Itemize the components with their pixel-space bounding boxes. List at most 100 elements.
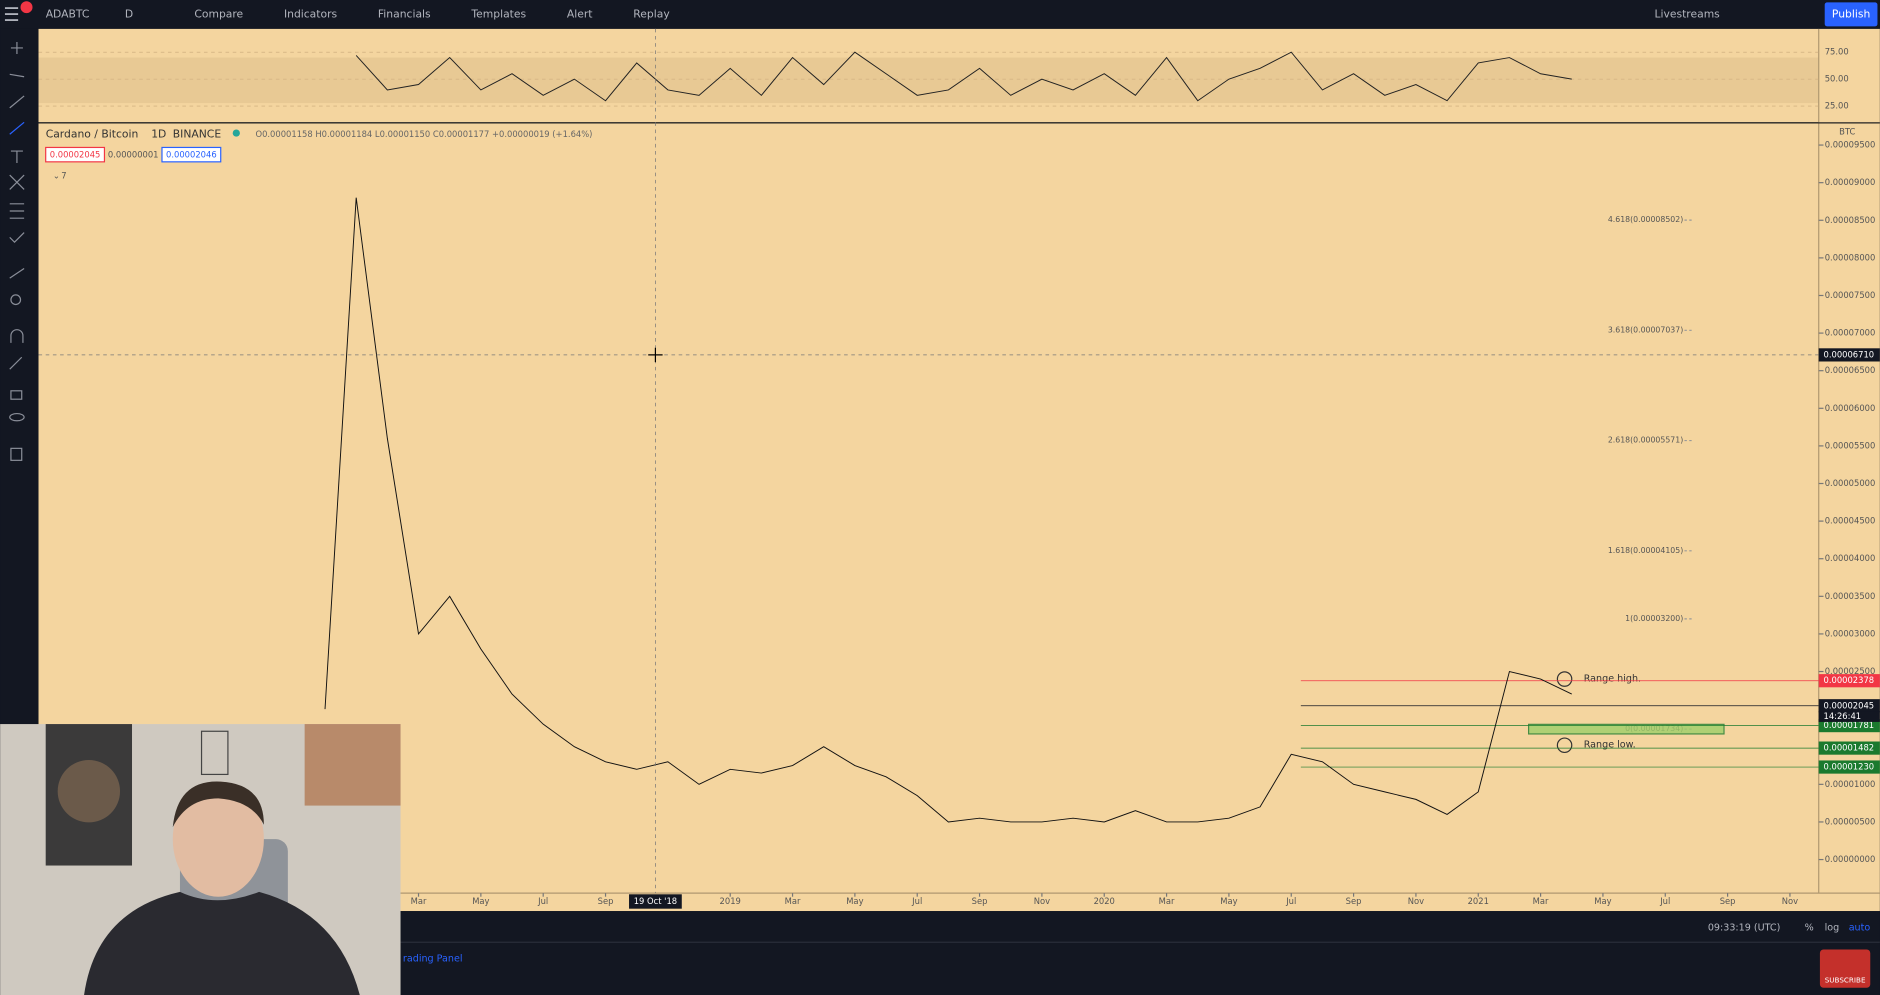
toolbar-item[interactable]: Alert	[567, 7, 593, 20]
toolbar-item[interactable]: Financials	[378, 7, 431, 20]
subscribe-label[interactable]: SUBSCRIBE	[1825, 976, 1866, 985]
fib-label: 4.618(0.00008502)	[1608, 215, 1683, 224]
tool-magnet[interactable]	[10, 329, 24, 343]
symbol[interactable]: ADABTC	[46, 7, 90, 20]
price-label: 0.00002378	[1824, 675, 1875, 685]
x-tick-label: May	[846, 896, 863, 906]
sell-box[interactable]	[45, 146, 106, 163]
x-tick-label: 2019	[720, 896, 741, 906]
annotation-marker	[1556, 671, 1573, 687]
tool-check[interactable]	[9, 232, 25, 244]
time-axis	[38, 893, 1880, 912]
crosshair-y-label-bg	[1818, 348, 1880, 362]
crosshair-y-label: 0.00006710	[1824, 349, 1875, 359]
countdown-bg	[1818, 711, 1880, 722]
x-tick-label: Sep	[1720, 896, 1736, 906]
y-tick-label: 0.00004500	[1825, 516, 1876, 526]
x-tick-label: May	[1220, 896, 1237, 906]
tool-pattern[interactable]	[9, 174, 25, 190]
toolbar-item[interactable]: Indicators	[284, 7, 338, 20]
x-tick-label: Jul	[537, 896, 548, 906]
sell-price[interactable]: 0.00002045	[50, 150, 101, 160]
x-tick-label: Nov	[1408, 896, 1424, 906]
price-label-bg	[1818, 760, 1880, 774]
x-tick-label: Sep	[598, 896, 614, 906]
log-toggle[interactable]: log	[1825, 922, 1840, 933]
tool-zoom[interactable]	[10, 294, 22, 306]
annotation: Range low.	[1584, 740, 1636, 751]
rsi-tick-label: 75.00	[1825, 47, 1849, 57]
x-tick-label: May	[1594, 896, 1611, 906]
tool-ruler[interactable]	[9, 268, 25, 279]
indicators-count[interactable]: 7	[61, 171, 66, 181]
poster	[304, 724, 401, 806]
rsi-band	[38, 57, 1819, 104]
tool-eye[interactable]	[9, 412, 25, 422]
y-tick-label: 0.00005000	[1825, 478, 1876, 488]
range-box	[1528, 723, 1725, 735]
y-tick-label: 0.00007500	[1825, 290, 1876, 300]
price-label-bg	[1818, 741, 1880, 755]
x-tick-label: 2021	[1468, 896, 1489, 906]
interval[interactable]: D	[125, 7, 133, 20]
currency: BTC	[1839, 126, 1855, 136]
x-tick-label: Mar	[785, 896, 801, 906]
publish-button[interactable]	[1824, 2, 1878, 27]
toolbar-item[interactable]: Compare	[194, 7, 243, 20]
tool-cross[interactable]	[10, 41, 23, 54]
publish-label[interactable]: Publish	[1832, 7, 1870, 20]
x-tick-label: 2020	[1094, 896, 1115, 906]
top-toolbar: ADABTC D Publish Livestreams	[0, 0, 1880, 29]
menu-icon[interactable]	[4, 7, 19, 9]
toolbar-item[interactable]: Replay	[633, 7, 670, 20]
price-line-series	[324, 197, 1572, 823]
webcam	[0, 724, 401, 995]
y-tick-label: 0.00000000	[1825, 854, 1876, 864]
tool-fib[interactable]	[9, 203, 25, 219]
countdown: 14:26:41	[1824, 711, 1862, 721]
notification-badge	[20, 1, 33, 14]
toolbar-bg	[0, 0, 1880, 29]
fib-label: 3.618(0.00007037)	[1608, 325, 1683, 334]
rsi-tick-label: 50.00	[1825, 74, 1849, 84]
fib-label: 1(0.00003200)	[1625, 614, 1683, 623]
buy-price[interactable]: 0.00002046	[166, 150, 217, 160]
auto-toggle[interactable]: auto	[1849, 922, 1871, 933]
menu-icon	[4, 19, 19, 21]
y-tick-label: 0.00008000	[1825, 252, 1876, 262]
shirt	[84, 891, 360, 995]
face	[172, 781, 264, 897]
tool-trend[interactable]	[9, 95, 25, 109]
x-tick-label: Sep	[972, 896, 988, 906]
tool-brush[interactable]	[9, 121, 25, 135]
fib-label: 1.618(0.00004105)	[1608, 546, 1683, 555]
y-tick-label: 0.00004000	[1825, 553, 1876, 563]
y-tick-label: 0.00003500	[1825, 591, 1876, 601]
y-tick-label: 0.00008500	[1825, 215, 1876, 225]
tool-pen[interactable]	[9, 356, 23, 370]
tool-trash[interactable]	[10, 447, 23, 461]
tool-line[interactable]	[9, 73, 25, 78]
percent-toggle[interactable]: %	[1805, 922, 1814, 933]
indicators-toggle[interactable]: ⌄	[53, 171, 60, 181]
y-tick-label: 0.00001000	[1825, 779, 1876, 789]
hair	[172, 781, 264, 828]
x-tick-label: May	[472, 896, 489, 906]
toolbar-item[interactable]: Templates	[470, 7, 526, 20]
y-tick-label: 0.00007000	[1825, 328, 1876, 338]
legend-interval: 1D	[151, 127, 166, 140]
x-tick-label: Nov	[1782, 896, 1798, 906]
subscribe-button[interactable]	[1819, 949, 1871, 988]
tool-lock[interactable]	[10, 390, 23, 400]
rsi-line	[355, 51, 1572, 102]
livestreams[interactable]: Livestreams	[1654, 7, 1720, 20]
trading-panel-tab[interactable]: rading Panel	[403, 954, 463, 965]
x-tick-label: Sep	[1346, 896, 1362, 906]
buy-box[interactable]	[161, 146, 222, 163]
y-tick-label: 0.00002500	[1825, 666, 1876, 676]
x-tick-label: Mar	[1159, 896, 1175, 906]
tool-text[interactable]	[10, 150, 23, 164]
y-tick-label: 0.00006000	[1825, 403, 1876, 413]
